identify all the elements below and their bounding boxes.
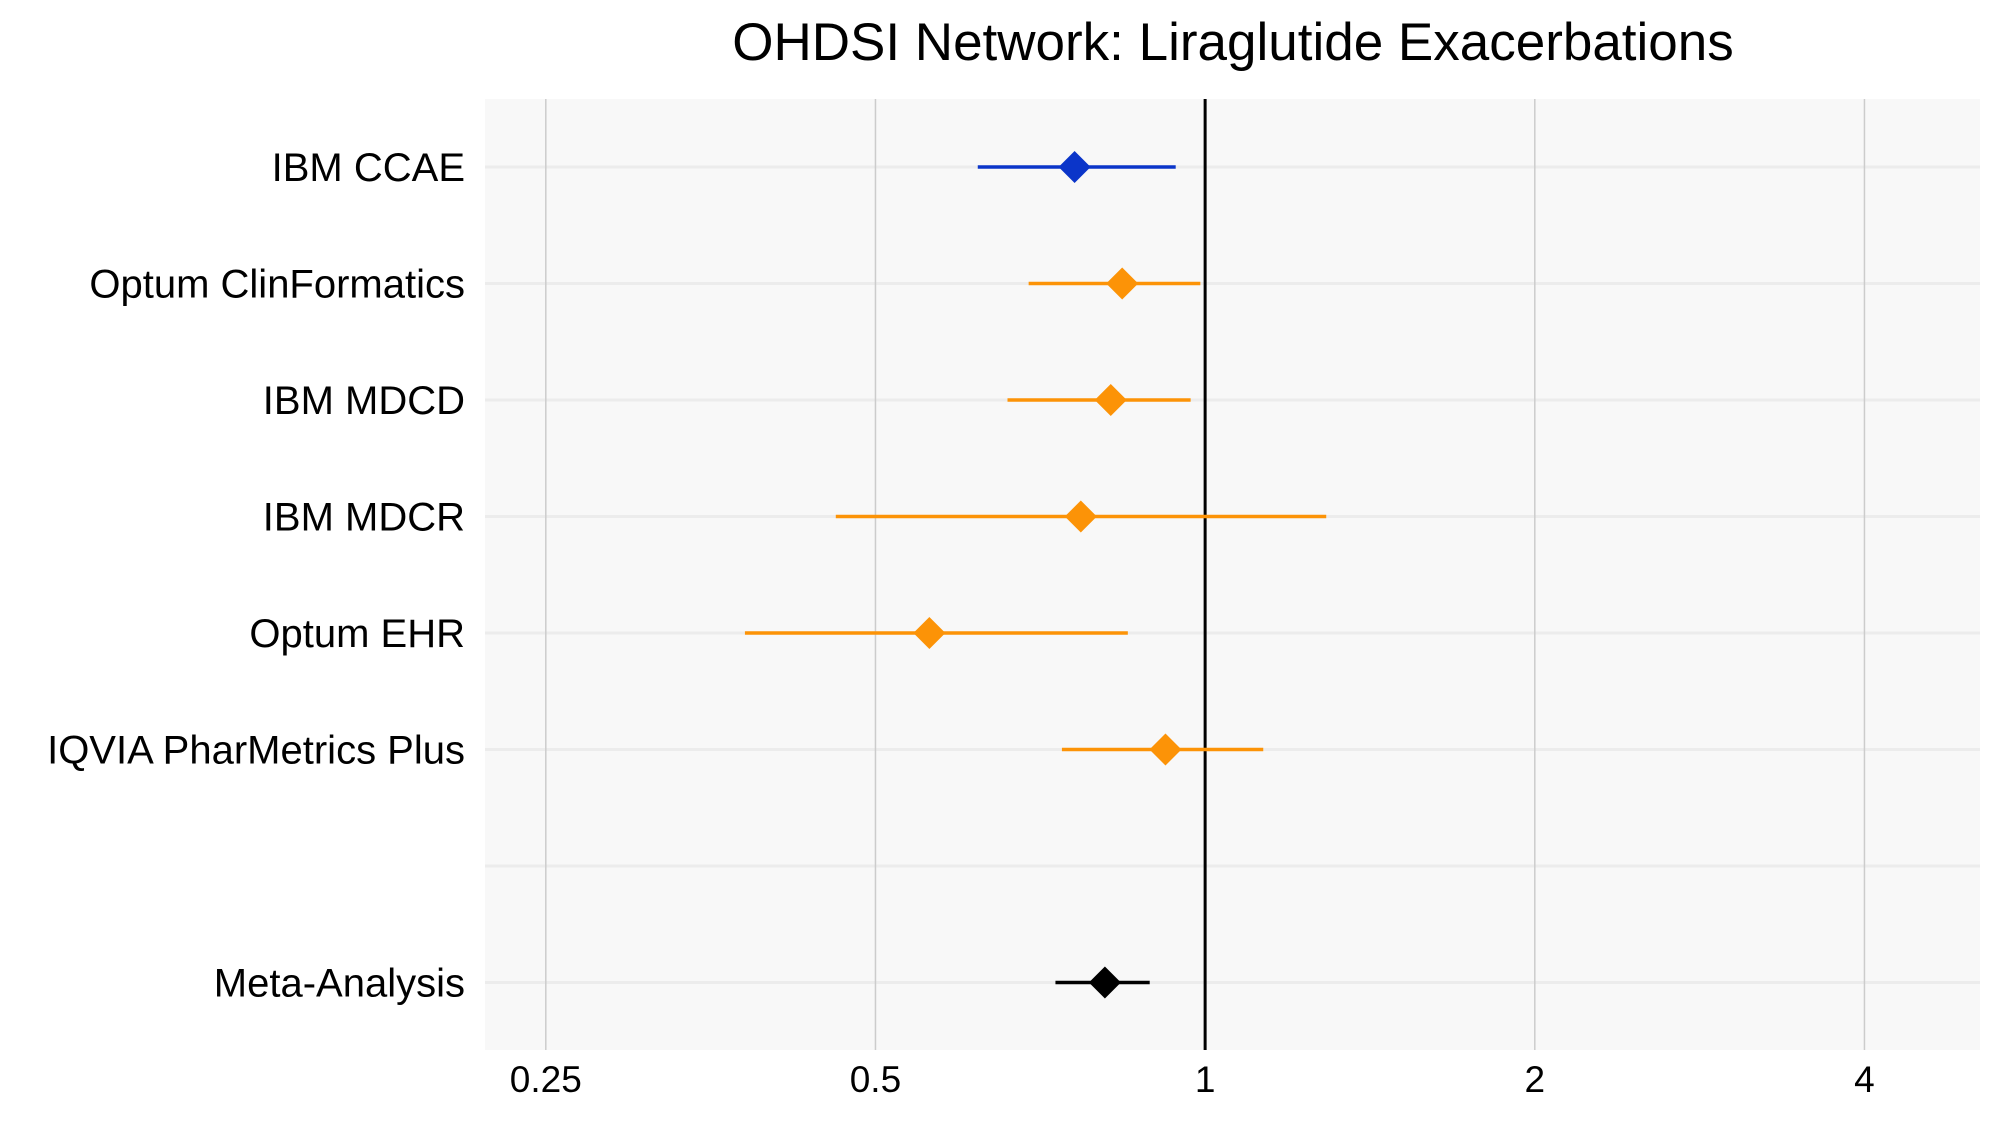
x-tick-label: 0.25: [510, 1059, 582, 1100]
point-estimate: [913, 617, 946, 649]
estimate-marks: [744, 151, 1327, 999]
point-estimate: [1094, 384, 1127, 416]
row-label: IBM CCAE: [272, 146, 465, 190]
point-estimate: [1064, 500, 1097, 533]
chart-title: OHDSI Network: Liraglutide Exacerbations: [732, 13, 1734, 72]
point-estimate: [1088, 966, 1121, 999]
row-labels: IBM CCAE Optum ClinFormatics IBM MDCD IBM M…: [47, 146, 465, 1006]
point-estimate: [1058, 151, 1091, 183]
row-label: Optum EHR: [249, 612, 465, 656]
point-estimate: [1106, 267, 1139, 300]
row-label: IBM MDCD: [263, 379, 465, 423]
x-tick-label: 0.5: [850, 1059, 901, 1100]
x-tick-label: 4: [1854, 1059, 1875, 1100]
x-tick-label: 1: [1195, 1059, 1216, 1100]
x-tick-label: 2: [1525, 1059, 1546, 1100]
point-estimate: [1149, 733, 1182, 766]
row-label: Meta-Analysis: [214, 962, 465, 1006]
row-label: Optum ClinFormatics: [89, 263, 465, 307]
row-label: IQVIA PharMetrics Plus: [47, 729, 465, 773]
plot-panel: [485, 99, 1980, 1050]
x-tick-labels: 0.25 0.5 1 2 4: [510, 1059, 1875, 1100]
row-label: IBM MDCR: [263, 496, 465, 540]
